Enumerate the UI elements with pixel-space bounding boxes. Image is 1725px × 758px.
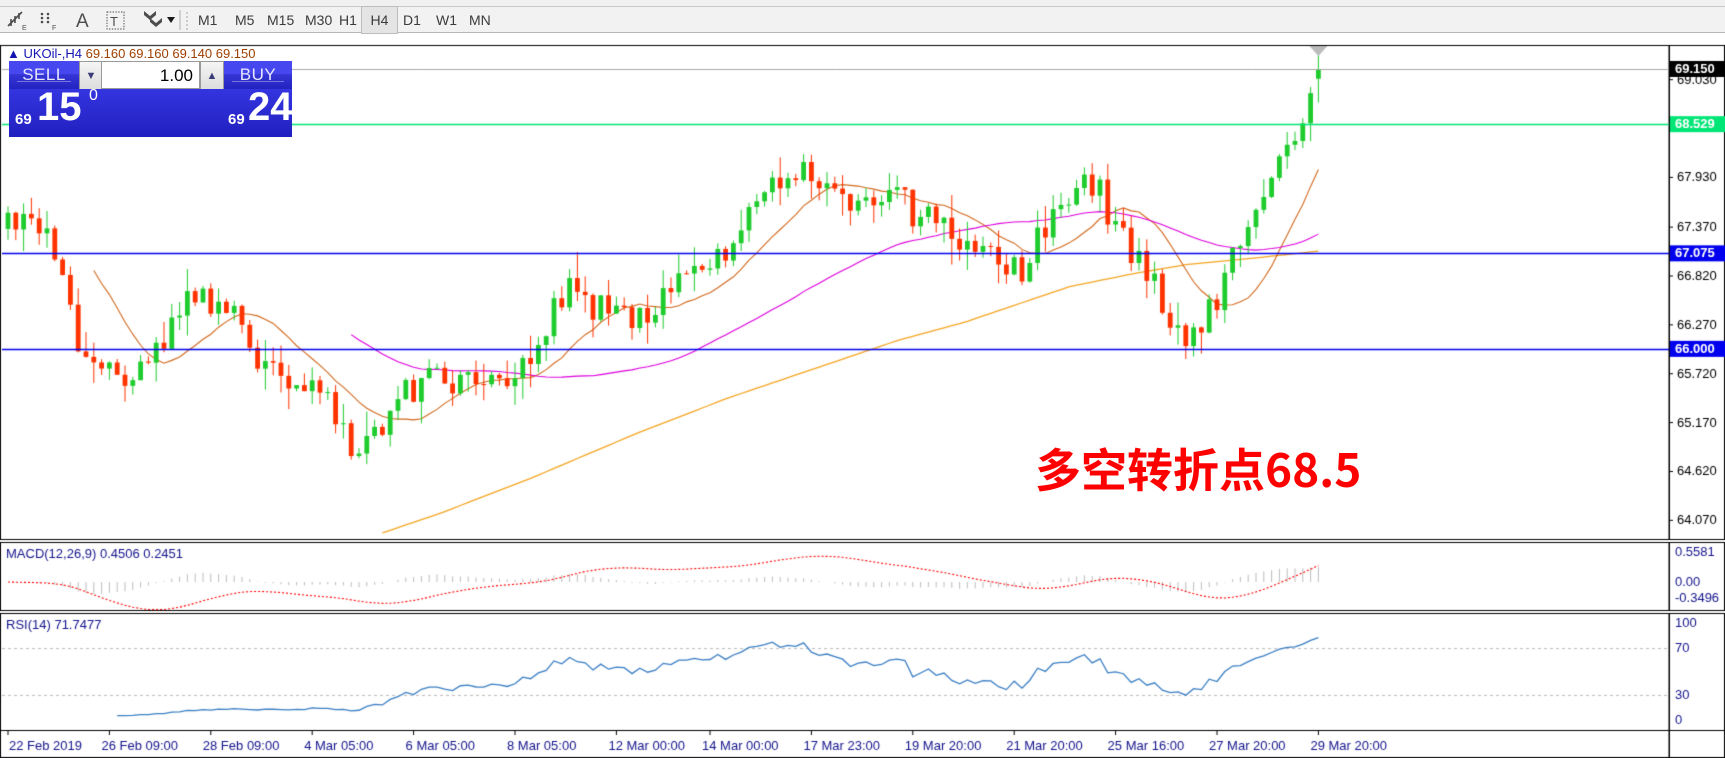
- svg-text:E: E: [22, 25, 27, 32]
- svg-text:A: A: [76, 11, 89, 32]
- svg-text:T: T: [110, 14, 118, 29]
- svg-text:F: F: [52, 25, 56, 32]
